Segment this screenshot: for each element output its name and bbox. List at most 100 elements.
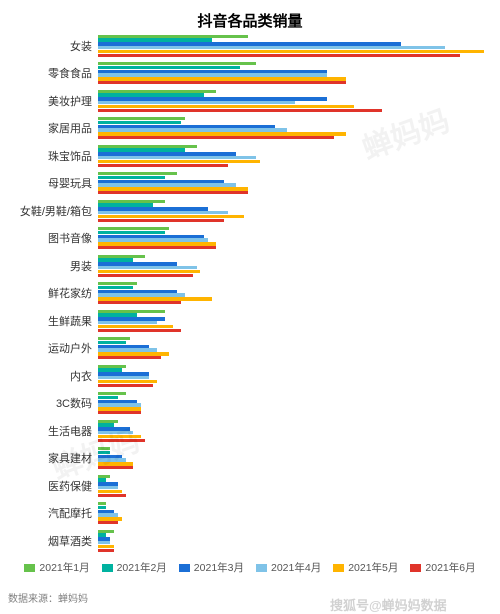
category-row: 生活电器 <box>0 417 490 445</box>
data-source-footer: 数据来源：蝉妈妈 <box>8 590 88 605</box>
legend-item: 2021年1月 <box>24 560 89 575</box>
chart-title: 抖音各品类销量 <box>0 10 500 31</box>
category-row: 家具建材 <box>0 445 490 473</box>
legend-swatch <box>179 564 190 572</box>
bar <box>98 219 224 222</box>
category-label: 图书音像 <box>0 225 98 253</box>
category-label: 3C数码 <box>0 390 98 418</box>
bar <box>98 356 161 359</box>
legend-swatch <box>333 564 344 572</box>
bar-group <box>98 307 492 335</box>
bar <box>98 164 228 167</box>
category-label: 男装 <box>0 252 98 280</box>
legend-label: 2021年4月 <box>271 560 321 575</box>
chart-plot-area: 女装零食食品美妆护理家居用品珠宝饰品母婴玩具女鞋/男鞋/箱包图书音像男装鲜花家纺… <box>0 32 500 558</box>
legend-item: 2021年3月 <box>179 560 244 575</box>
category-row: 女鞋/男鞋/箱包 <box>0 197 490 225</box>
category-label: 零食食品 <box>0 60 98 88</box>
bar <box>98 136 334 139</box>
category-label: 运动户外 <box>0 335 98 363</box>
bar <box>98 466 133 469</box>
bar-group <box>98 472 492 500</box>
category-row: 珠宝饰品 <box>0 142 490 170</box>
category-label: 鲜花家纺 <box>0 280 98 308</box>
bar-group <box>98 32 492 60</box>
category-label: 生鲜蔬果 <box>0 307 98 335</box>
bar-group <box>98 445 492 473</box>
category-row: 鲜花家纺 <box>0 280 490 308</box>
category-row: 3C数码 <box>0 390 490 418</box>
category-label: 珠宝饰品 <box>0 142 98 170</box>
watermark: 搜狐号@蝉妈妈数据 <box>330 595 447 614</box>
bar-group <box>98 280 492 308</box>
bar <box>98 109 382 112</box>
bar <box>98 384 153 387</box>
bar-group <box>98 500 492 528</box>
bar <box>98 439 145 442</box>
legend: 2021年1月 2021年2月 2021年3月 2021年4月 2021年5月 2021年… <box>0 560 500 575</box>
legend-item: 2021年6月 <box>410 560 475 575</box>
category-row: 美妆护理 <box>0 87 490 115</box>
bar <box>98 494 126 497</box>
bar-group <box>98 115 492 143</box>
category-row: 母婴玩具 <box>0 170 490 198</box>
category-label: 生活电器 <box>0 417 98 445</box>
category-label: 家具建材 <box>0 445 98 473</box>
bar <box>98 301 181 304</box>
bar-group <box>98 390 492 418</box>
bar <box>98 411 141 414</box>
category-label: 女鞋/男鞋/箱包 <box>0 197 98 225</box>
legend-label: 2021年6月 <box>425 560 475 575</box>
bar <box>98 329 181 332</box>
bar-group <box>98 142 492 170</box>
legend-label: 2021年2月 <box>117 560 167 575</box>
category-label: 家居用品 <box>0 115 98 143</box>
bar <box>98 549 114 552</box>
bar <box>98 81 346 84</box>
legend-swatch <box>102 564 113 572</box>
bar-group <box>98 60 492 88</box>
bar <box>98 246 216 249</box>
category-row: 烟草酒类 <box>0 527 490 555</box>
category-label: 美妆护理 <box>0 87 98 115</box>
bar-group <box>98 362 492 390</box>
bar-group <box>98 335 492 363</box>
category-label: 母婴玩具 <box>0 170 98 198</box>
bar-group <box>98 170 492 198</box>
legend-label: 2021年1月 <box>39 560 89 575</box>
legend-label: 2021年5月 <box>348 560 398 575</box>
bar-group <box>98 252 492 280</box>
category-row: 零食食品 <box>0 60 490 88</box>
category-label: 汽配摩托 <box>0 500 98 528</box>
bar-group <box>98 197 492 225</box>
bar <box>98 521 118 524</box>
legend-item: 2021年4月 <box>256 560 321 575</box>
category-label: 医药保健 <box>0 472 98 500</box>
bar <box>98 54 460 57</box>
legend-item: 2021年2月 <box>102 560 167 575</box>
bar-group <box>98 417 492 445</box>
bar-group <box>98 225 492 253</box>
category-row: 图书音像 <box>0 225 490 253</box>
category-row: 运动户外 <box>0 335 490 363</box>
legend-swatch <box>256 564 267 572</box>
category-row: 家居用品 <box>0 115 490 143</box>
category-label: 烟草酒类 <box>0 527 98 555</box>
bar <box>98 191 248 194</box>
category-row: 女装 <box>0 32 490 60</box>
category-row: 内衣 <box>0 362 490 390</box>
chart-container: 抖音各品类销量 女装零食食品美妆护理家居用品珠宝饰品母婴玩具女鞋/男鞋/箱包图书… <box>0 0 500 611</box>
legend-swatch <box>24 564 35 572</box>
category-label: 内衣 <box>0 362 98 390</box>
category-row: 男装 <box>0 252 490 280</box>
bar-group <box>98 527 492 555</box>
category-row: 汽配摩托 <box>0 500 490 528</box>
category-label: 女装 <box>0 32 98 60</box>
legend-label: 2021年3月 <box>194 560 244 575</box>
category-row: 生鲜蔬果 <box>0 307 490 335</box>
bar-group <box>98 87 492 115</box>
legend-swatch <box>410 564 421 572</box>
category-row: 医药保健 <box>0 472 490 500</box>
bar <box>98 274 193 277</box>
legend-item: 2021年5月 <box>333 560 398 575</box>
